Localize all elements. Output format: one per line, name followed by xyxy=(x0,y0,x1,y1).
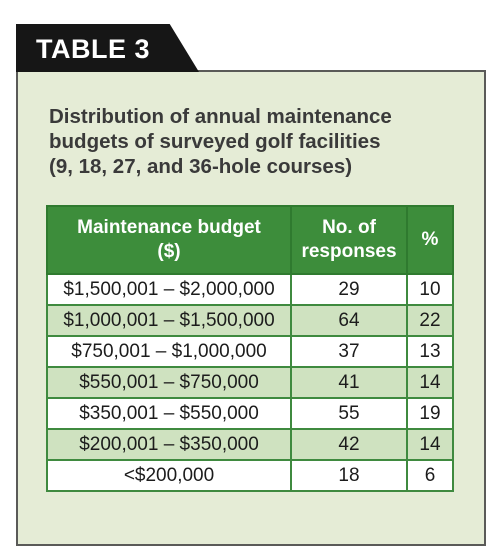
header-budget-line-2: ($) xyxy=(157,241,181,262)
cell-budget: $1,000,001 – $1,500,000 xyxy=(46,304,292,337)
cell-budget: $550,001 – $750,000 xyxy=(46,366,292,399)
table-number-label: TABLE 3 xyxy=(36,34,151,64)
cell-responses: 55 xyxy=(290,397,408,430)
cell-percent: 6 xyxy=(406,459,454,492)
budget-table: Maintenance budget ($) No. of responses … xyxy=(46,205,454,492)
cell-percent: 19 xyxy=(406,397,454,430)
header-responses-line-1: No. of xyxy=(322,217,376,238)
header-budget: Maintenance budget ($) xyxy=(46,205,292,275)
header-budget-line-1: Maintenance budget xyxy=(77,217,261,238)
table-row: $750,001 – $1,000,000 37 13 xyxy=(46,335,454,368)
cell-percent: 13 xyxy=(406,335,454,368)
table-row: <$200,000 18 6 xyxy=(46,459,454,492)
cell-percent: 14 xyxy=(406,366,454,399)
header-percent-line-1: % xyxy=(421,229,439,250)
table-row: $350,001 – $550,000 55 19 xyxy=(46,397,454,430)
table-row: $1,000,001 – $1,500,000 64 22 xyxy=(46,304,454,337)
cell-responses: 64 xyxy=(290,304,408,337)
table-row: $1,500,001 – $2,000,000 29 10 xyxy=(46,273,454,306)
caption-line-1: Distribution of annual maintenance xyxy=(49,105,392,128)
header-responses: No. of responses xyxy=(290,205,408,275)
table-caption: Distribution of annual maintenance budge… xyxy=(49,104,469,179)
cell-budget: $350,001 – $550,000 xyxy=(46,397,292,430)
cell-responses: 37 xyxy=(290,335,408,368)
caption-line-2: budgets of surveyed golf facilities xyxy=(49,130,381,153)
table-row: $200,001 – $350,000 42 14 xyxy=(46,428,454,461)
cell-responses: 18 xyxy=(290,459,408,492)
header-percent: % xyxy=(406,205,454,275)
cell-responses: 42 xyxy=(290,428,408,461)
cell-budget: <$200,000 xyxy=(46,459,292,492)
cell-percent: 10 xyxy=(406,273,454,306)
cell-budget: $1,500,001 – $2,000,000 xyxy=(46,273,292,306)
cell-budget: $200,001 – $350,000 xyxy=(46,428,292,461)
cell-responses: 29 xyxy=(290,273,408,306)
caption-line-3: (9, 18, 27, and 36-hole courses) xyxy=(49,155,353,178)
table-row: $550,001 – $750,000 41 14 xyxy=(46,366,454,399)
header-responses-line-2: responses xyxy=(301,241,397,262)
table-number-tab: TABLE 3 xyxy=(16,24,199,72)
cell-percent: 14 xyxy=(406,428,454,461)
cell-budget: $750,001 – $1,000,000 xyxy=(46,335,292,368)
header-row: Maintenance budget ($) No. of responses … xyxy=(46,205,454,275)
cell-percent: 22 xyxy=(406,304,454,337)
cell-responses: 41 xyxy=(290,366,408,399)
